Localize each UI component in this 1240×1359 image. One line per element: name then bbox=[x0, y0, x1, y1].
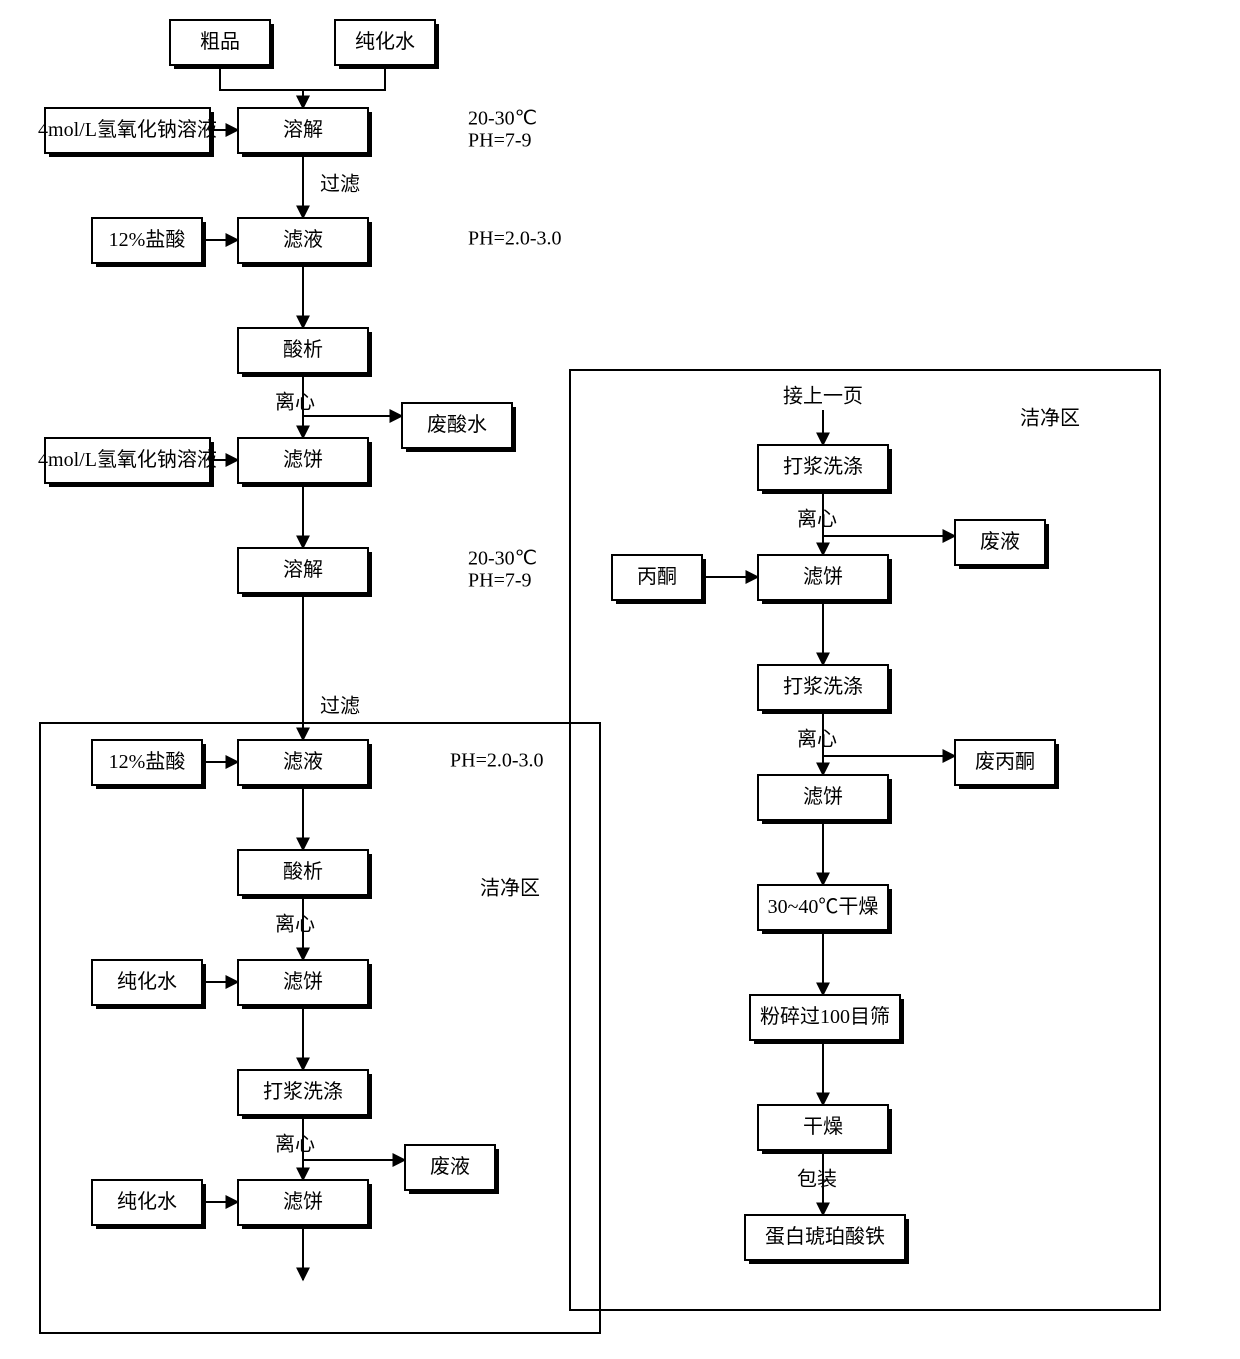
node-label-n-water-2: 纯化水 bbox=[117, 970, 177, 993]
node-label-n-water-3: 纯化水 bbox=[117, 1190, 177, 1213]
arrow-n-crude-to-n-dissolve-1 bbox=[220, 65, 303, 108]
node-label-n-naoh-2: 4mol/L氢氧化钠溶液 bbox=[38, 448, 217, 471]
arrow-label-25: 离心 bbox=[797, 728, 837, 751]
arrow-label-6: 离心 bbox=[275, 391, 315, 414]
arrow-label-21: 离心 bbox=[797, 508, 837, 531]
node-label-r-slurry-2: 打浆洗涤 bbox=[783, 675, 863, 698]
node-label-r-acetone: 丙酮 bbox=[637, 566, 677, 588]
annotation-3: 20-30℃ bbox=[468, 548, 537, 570]
region-label-clean-area-2: 洁净区 bbox=[1020, 407, 1080, 430]
region-clean-area-2 bbox=[570, 370, 1160, 1310]
node-label-r-cake-1: 滤饼 bbox=[803, 565, 843, 588]
annotation-5: PH=2.0-3.0 bbox=[450, 750, 544, 772]
arrow-n-water-top-to-n-dissolve-1 bbox=[303, 65, 385, 108]
node-label-n-cake-1: 滤饼 bbox=[283, 448, 323, 471]
annotation-2: PH=2.0-3.0 bbox=[468, 228, 562, 250]
arrow-label-3: 过滤 bbox=[320, 173, 360, 196]
node-label-n-acid-2: 酸析 bbox=[283, 860, 323, 883]
arrow-label-30: 包装 bbox=[797, 1168, 837, 1191]
node-label-n-cake-3: 滤饼 bbox=[283, 1190, 323, 1213]
node-label-r-waste-liq: 废液 bbox=[980, 530, 1020, 553]
node-label-n-filtrate-2: 滤液 bbox=[283, 750, 323, 773]
arrow-label-16: 离心 bbox=[275, 1133, 315, 1156]
node-label-n-waste-1: 废液 bbox=[430, 1155, 470, 1178]
node-label-r-dry-1: 30~40℃干燥 bbox=[768, 895, 879, 918]
arrow-label-20: 接上一页 bbox=[783, 385, 863, 408]
annotation-1: PH=7-9 bbox=[468, 130, 532, 152]
node-label-n-waste-acid: 废酸水 bbox=[427, 413, 487, 436]
node-label-n-dissolve-1: 溶解 bbox=[283, 118, 323, 141]
region-clean-area-1 bbox=[40, 723, 600, 1333]
node-label-r-waste-acetone: 废丙酮 bbox=[975, 750, 1035, 773]
node-label-n-naoh-1: 4mol/L氢氧化钠溶液 bbox=[38, 118, 217, 141]
node-label-r-mill: 粉碎过100目筛 bbox=[760, 1005, 890, 1028]
annotation-4: PH=7-9 bbox=[468, 570, 532, 592]
node-label-n-acid-1: 酸析 bbox=[283, 338, 323, 361]
process-flowchart: 洁净区洁净区 过滤离心过滤离心离心接上一页离心离心包装 粗品纯化水4mol/L氢… bbox=[0, 0, 1240, 1359]
annotation-0: 20-30℃ bbox=[468, 108, 537, 130]
node-label-n-cake-2: 滤饼 bbox=[283, 970, 323, 993]
node-label-r-dry-2: 干燥 bbox=[803, 1115, 843, 1138]
arrow-label-13: 离心 bbox=[275, 913, 315, 936]
node-label-r-product: 蛋白琥珀酸铁 bbox=[765, 1225, 885, 1248]
node-label-n-filtrate-1: 滤液 bbox=[283, 228, 323, 251]
node-label-n-crude: 粗品 bbox=[200, 30, 240, 53]
node-label-n-slurry-1: 打浆洗涤 bbox=[263, 1080, 343, 1103]
node-label-r-slurry-1: 打浆洗涤 bbox=[783, 455, 863, 478]
node-label-n-dissolve-2: 溶解 bbox=[283, 558, 323, 581]
arrow-label-10: 过滤 bbox=[320, 695, 360, 718]
node-label-r-cake-2: 滤饼 bbox=[803, 785, 843, 808]
region-label-clean-area-1: 洁净区 bbox=[480, 877, 540, 900]
node-label-n-water-top: 纯化水 bbox=[355, 30, 415, 53]
node-label-n-hcl-2: 12%盐酸 bbox=[109, 750, 186, 773]
node-label-n-hcl-1: 12%盐酸 bbox=[109, 228, 186, 251]
